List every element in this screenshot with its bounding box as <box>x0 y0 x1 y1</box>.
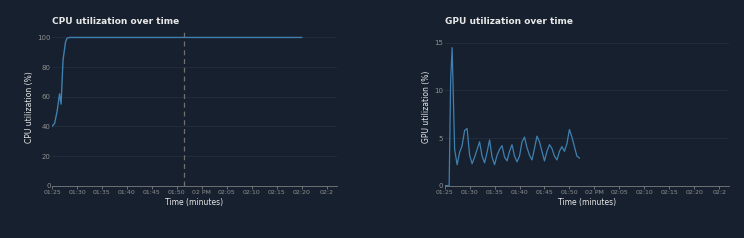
Y-axis label: GPU utilization (%): GPU utilization (%) <box>423 71 432 143</box>
Text: CPU utilization over time: CPU utilization over time <box>52 17 179 26</box>
X-axis label: Time (minutes): Time (minutes) <box>165 198 223 207</box>
X-axis label: Time (minutes): Time (minutes) <box>558 198 616 207</box>
Text: GPU utilization over time: GPU utilization over time <box>445 17 573 26</box>
Y-axis label: CPU utilization (%): CPU utilization (%) <box>25 71 34 143</box>
